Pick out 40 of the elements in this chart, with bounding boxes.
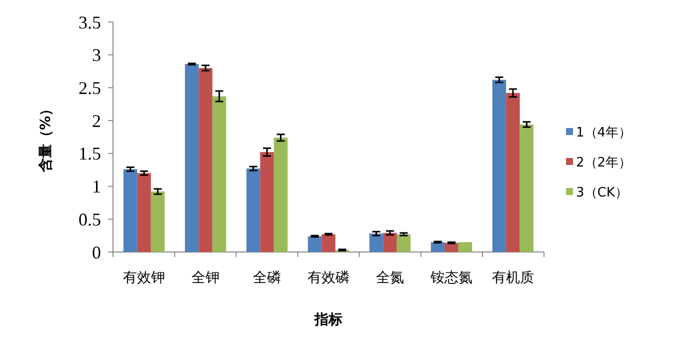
y-tick-label: 1.5 xyxy=(78,144,101,164)
x-tick-label: 全磷 xyxy=(253,270,282,286)
bar xyxy=(396,234,411,252)
x-tick-label: 有机质 xyxy=(492,270,534,286)
bar xyxy=(383,232,397,252)
bar xyxy=(137,173,151,252)
x-tick-label: 铵态氮 xyxy=(429,270,472,286)
y-tick-label: 1 xyxy=(92,176,101,197)
bar xyxy=(506,92,520,252)
x-tick-label: 有效钾 xyxy=(123,270,166,286)
bar xyxy=(444,242,458,252)
bar xyxy=(492,80,506,252)
x-tick-label: 有效磷 xyxy=(308,270,350,286)
bar xyxy=(260,152,274,252)
bar xyxy=(274,138,288,252)
y-tick-label: 3.5 xyxy=(78,12,101,32)
y-tick-label: 2.5 xyxy=(78,78,101,98)
bar xyxy=(184,64,199,252)
bar xyxy=(150,192,165,252)
legend-label: 1（4年） xyxy=(576,126,632,141)
y-axis-title: 含量（%） xyxy=(38,102,54,174)
bar xyxy=(308,236,322,252)
bar xyxy=(198,68,212,252)
y-tick-label: 0.5 xyxy=(78,209,101,230)
y-tick-label: 2 xyxy=(92,110,101,131)
bar xyxy=(212,96,226,252)
bar xyxy=(369,234,384,252)
x-axis-title: 指标 xyxy=(314,312,342,328)
y-tick-label: 0 xyxy=(92,242,101,262)
x-tick-label: 全氮 xyxy=(376,270,404,286)
bar xyxy=(520,124,534,252)
bar xyxy=(246,168,260,252)
bar xyxy=(430,242,445,252)
legend-label: 3（CK） xyxy=(576,186,628,201)
bar xyxy=(322,234,336,252)
y-tick-label: 3 xyxy=(92,45,101,66)
bar xyxy=(458,242,472,252)
x-tick-label: 全钾 xyxy=(192,270,220,286)
bar xyxy=(123,169,138,252)
legend-label: 2（2年） xyxy=(576,156,632,171)
